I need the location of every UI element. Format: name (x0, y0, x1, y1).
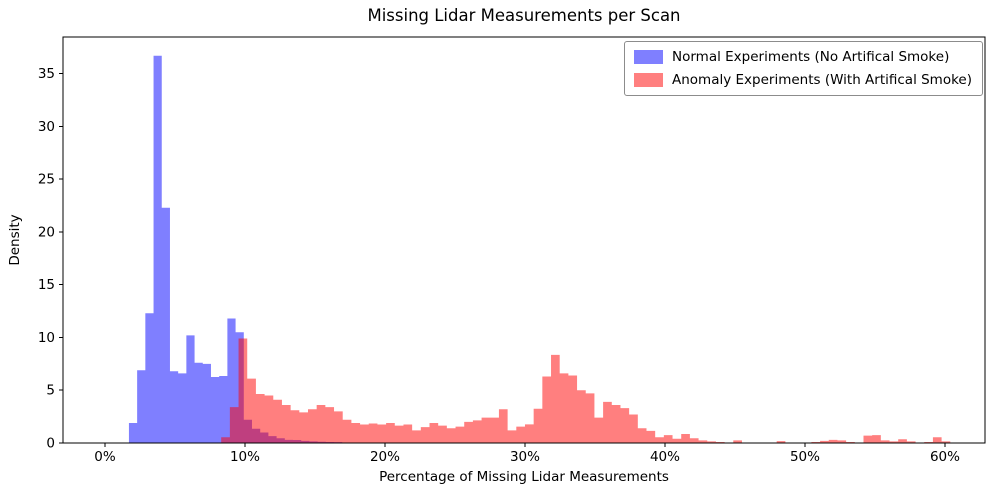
histogram-series-0 (128, 55, 343, 443)
x-tick-label: 50% (790, 449, 820, 465)
y-tick-label: 35 (38, 66, 55, 82)
y-tick-label: 30 (38, 119, 55, 135)
anomaly-series-swatch (634, 73, 663, 87)
y-tick-label: 10 (38, 330, 55, 346)
legend-item-normal: Normal Experiments (No Artifical Smoke) (634, 49, 972, 65)
legend-label-anomaly: Anomaly Experiments (With Artifical Smok… (672, 72, 972, 88)
normal-series-swatch (634, 50, 663, 64)
x-tick-label: 60% (930, 449, 960, 465)
legend-label-normal: Normal Experiments (No Artifical Smoke) (672, 49, 950, 65)
x-tick-label: 40% (650, 449, 680, 465)
y-tick-label: 5 (46, 383, 55, 399)
x-axis-label: Percentage of Missing Lidar Measurements (379, 469, 669, 485)
chart-title: Missing Lidar Measurements per Scan (367, 6, 681, 25)
y-tick-label: 20 (38, 224, 55, 240)
y-tick-label: 15 (38, 277, 55, 293)
y-tick-label: 0 (46, 436, 55, 452)
axes-box (62, 36, 986, 444)
x-tick-label: 20% (370, 449, 400, 465)
histogram-series-1 (221, 338, 951, 443)
legend: Normal Experiments (No Artifical Smoke) … (624, 41, 983, 96)
y-tick-label: 25 (38, 172, 55, 188)
legend-item-anomaly: Anomaly Experiments (With Artifical Smok… (634, 72, 972, 88)
x-tick-label: 0% (94, 449, 116, 465)
x-tick-label: 10% (230, 449, 260, 465)
x-tick-label: 30% (510, 449, 540, 465)
